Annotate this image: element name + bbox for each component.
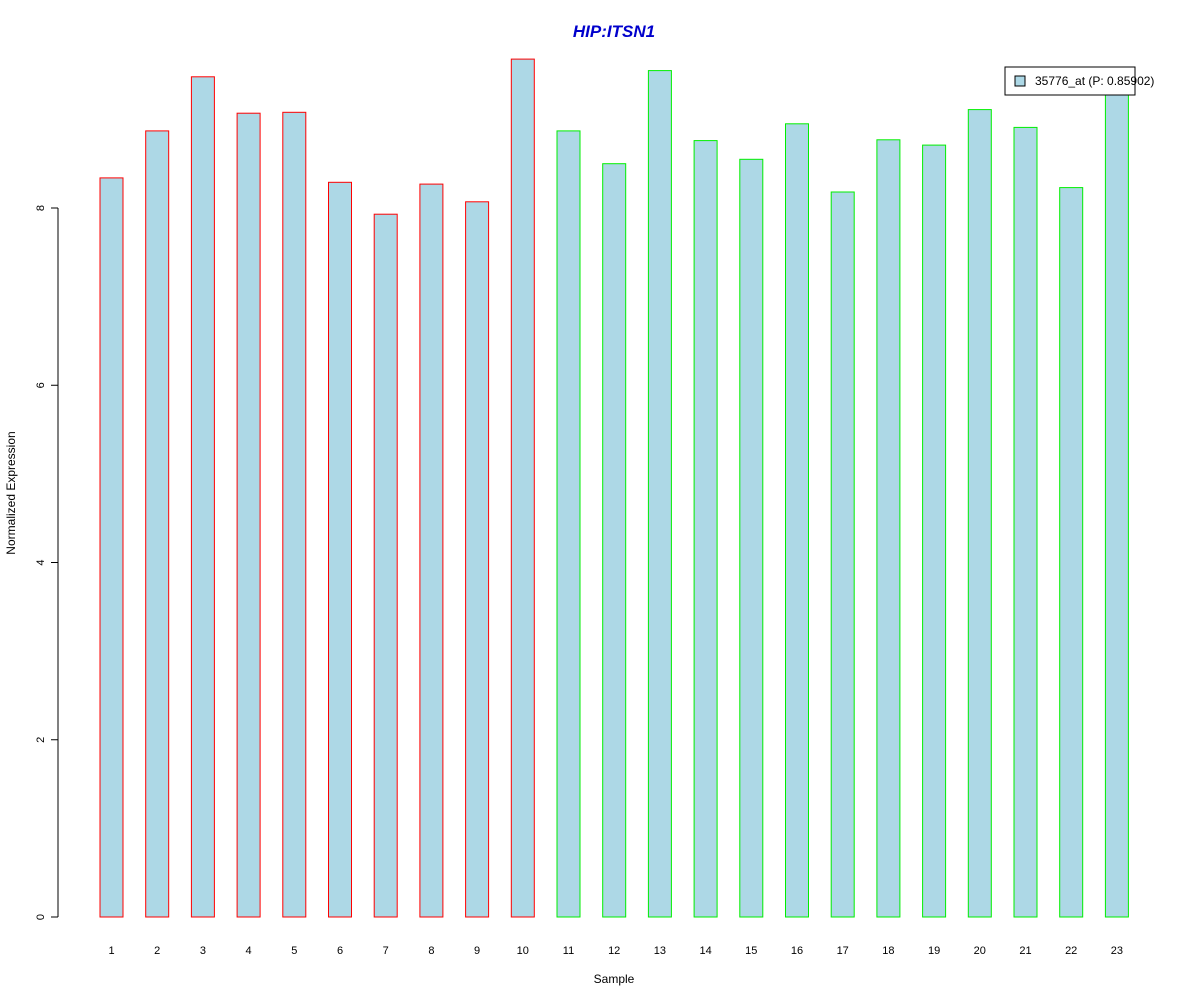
bar	[967, 109, 992, 918]
x-tick-label: 4	[246, 945, 252, 957]
bar	[693, 140, 718, 918]
x-tick-label: 3	[200, 945, 206, 957]
bar	[190, 76, 215, 918]
y-tick-label: 0	[35, 914, 47, 920]
y-tick-label: 8	[35, 205, 47, 211]
bar	[876, 139, 901, 918]
y-tick-label: 4	[35, 559, 47, 565]
x-tick-label: 21	[1019, 945, 1031, 957]
bar	[785, 123, 809, 918]
legend-swatch	[1014, 75, 1026, 87]
x-tick-label: 18	[882, 945, 894, 957]
bar	[465, 201, 490, 918]
bar	[739, 158, 764, 918]
y-axis: 0 2 4 6 8	[35, 205, 59, 920]
chart-title: HIP:ITSN1	[573, 22, 655, 41]
x-tick-label: 17	[837, 945, 849, 957]
bars	[99, 58, 1129, 918]
x-tick-label: 7	[383, 945, 389, 957]
x-tick-labels: 1 2 3 4 5 6 7 8 9 10 11 12 13 14 15 16 17 18 19 20 21 22 23	[108, 945, 1123, 957]
y-tick-label: 6	[35, 382, 47, 388]
x-tick-label: 10	[517, 945, 529, 957]
bar	[602, 163, 627, 918]
x-tick-label: 12	[608, 945, 620, 957]
x-tick-label: 1	[108, 945, 114, 957]
x-tick-label: 2	[154, 945, 160, 957]
x-tick-label: 15	[745, 945, 757, 957]
bar	[1013, 126, 1038, 918]
x-tick-label: 22	[1065, 945, 1077, 957]
bar	[922, 144, 947, 918]
x-tick-label: 5	[291, 945, 297, 957]
bar	[510, 58, 535, 918]
y-tick-label: 2	[35, 737, 47, 743]
x-tick-label: 8	[428, 945, 434, 957]
bar	[1059, 187, 1084, 918]
x-tick-label: 6	[337, 945, 343, 957]
x-tick-label: 20	[974, 945, 986, 957]
bar	[647, 70, 672, 918]
bar	[373, 213, 398, 918]
bar	[145, 130, 170, 918]
x-tick-label: 16	[791, 945, 803, 957]
bar	[556, 130, 581, 918]
x-axis-label: Sample	[594, 972, 635, 986]
x-tick-label: 9	[474, 945, 480, 957]
x-tick-label: 23	[1111, 945, 1123, 957]
x-tick-label: 19	[928, 945, 940, 957]
bar	[282, 111, 307, 918]
bar	[236, 112, 261, 918]
y-axis-label: Normalized Expression	[4, 431, 18, 554]
legend-label: 35776_at (P: 0.85902)	[1035, 74, 1154, 88]
x-tick-label: 14	[699, 945, 711, 957]
legend: 35776_at (P: 0.85902)	[1004, 66, 1154, 96]
x-tick-label: 11	[563, 945, 574, 957]
x-tick-label: 13	[654, 945, 666, 957]
bar	[830, 191, 855, 918]
bar	[1104, 87, 1129, 918]
bar	[328, 181, 352, 918]
bar	[99, 177, 124, 918]
bar	[419, 183, 444, 918]
legend-box	[1004, 66, 1136, 96]
